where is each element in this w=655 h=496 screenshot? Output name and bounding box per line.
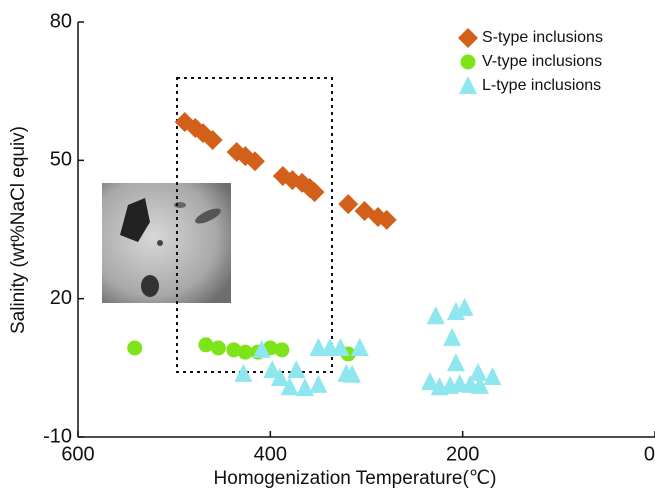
y-tick-label: -10 <box>43 425 72 447</box>
point <box>350 338 369 357</box>
highlight-box <box>176 77 333 373</box>
point <box>455 297 474 316</box>
point <box>309 374 328 393</box>
legend-label: L-type inclusions <box>482 77 601 94</box>
x-tick-label: 0 <box>644 443 655 465</box>
point <box>202 130 223 151</box>
point <box>309 338 328 357</box>
point <box>210 340 226 356</box>
point <box>443 327 462 346</box>
point <box>274 342 290 358</box>
y-tick-label: 20 <box>50 287 72 309</box>
y-tick-label: 50 <box>50 149 72 171</box>
legend-marker <box>460 54 476 70</box>
point <box>270 367 289 386</box>
inset-photo <box>102 183 231 303</box>
point <box>244 151 265 172</box>
point <box>470 375 489 394</box>
point <box>331 338 350 357</box>
point <box>376 209 397 230</box>
legend-label: V-type inclusions <box>482 53 602 70</box>
point <box>226 342 242 358</box>
point <box>420 372 439 391</box>
point <box>295 378 314 397</box>
point <box>234 363 253 382</box>
point <box>483 367 502 386</box>
point <box>263 360 282 379</box>
legend-label: S-type inclusions <box>482 29 603 46</box>
legend-marker <box>459 76 477 94</box>
point <box>304 182 325 203</box>
y-axis-title: Salinity (wt%NaCl equiv) <box>8 126 29 334</box>
point <box>237 344 253 360</box>
point <box>446 353 465 372</box>
point <box>287 360 306 379</box>
point <box>252 339 271 358</box>
x-axis-title: Homogenization Temperature(℃) <box>214 468 497 489</box>
point <box>343 364 362 383</box>
x-tick-label: 600 <box>61 443 94 465</box>
legend-marker <box>458 28 478 48</box>
point <box>280 377 299 396</box>
point <box>338 194 359 215</box>
point <box>426 306 445 325</box>
point <box>127 340 143 356</box>
x-tick-label: 200 <box>446 443 479 465</box>
y-tick-label: 80 <box>50 10 72 32</box>
x-tick-label: 400 <box>254 443 287 465</box>
point <box>198 337 214 353</box>
point <box>469 362 488 381</box>
